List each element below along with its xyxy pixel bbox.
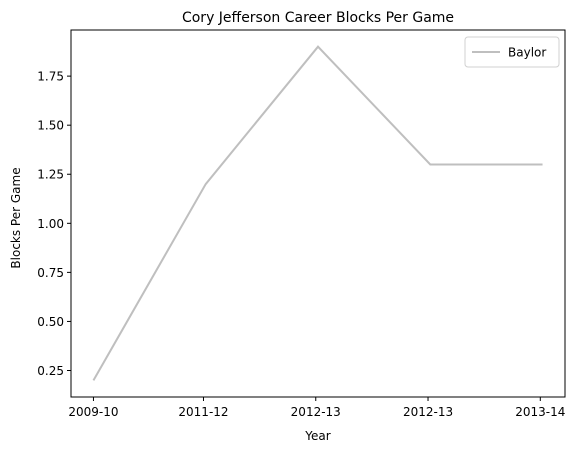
legend: Baylor — [464, 36, 560, 68]
legend-label: Baylor — [508, 46, 546, 60]
y-tick-label: 1.00 — [37, 217, 64, 231]
x-tick-label: 2012-13 — [291, 405, 341, 419]
y-tick-label: 1.25 — [37, 168, 64, 182]
y-axis: 0.25 0.50 0.75 1.00 1.25 1.50 1.75 — [37, 70, 71, 378]
x-axis: 2009-102011-122012-132012-132013-14Caree… — [68, 397, 565, 419]
y-tick-label: 0.75 — [37, 266, 64, 280]
chart-title: Cory Jefferson Career Blocks Per Game — [182, 10, 454, 26]
plot-frame — [70, 29, 566, 398]
x-tick-label: 2009-10 — [68, 405, 118, 419]
plot-area — [70, 29, 566, 398]
y-tick-label: 0.50 — [37, 315, 64, 329]
x-tick-label: 2013-14 — [515, 405, 565, 419]
x-tick-label: 2012-13 — [403, 405, 453, 419]
y-tick-label: 0.25 — [37, 364, 64, 378]
legend-box — [464, 36, 560, 68]
x-axis-label: Year — [304, 429, 330, 443]
x-tick-label: 2011-12 — [178, 405, 228, 419]
y-tick-label: 1.50 — [37, 119, 64, 133]
y-axis-label: Blocks Per Game — [9, 167, 23, 268]
y-tick-label: 1.75 — [37, 70, 64, 84]
series-line-baylor — [92, 45, 543, 381]
